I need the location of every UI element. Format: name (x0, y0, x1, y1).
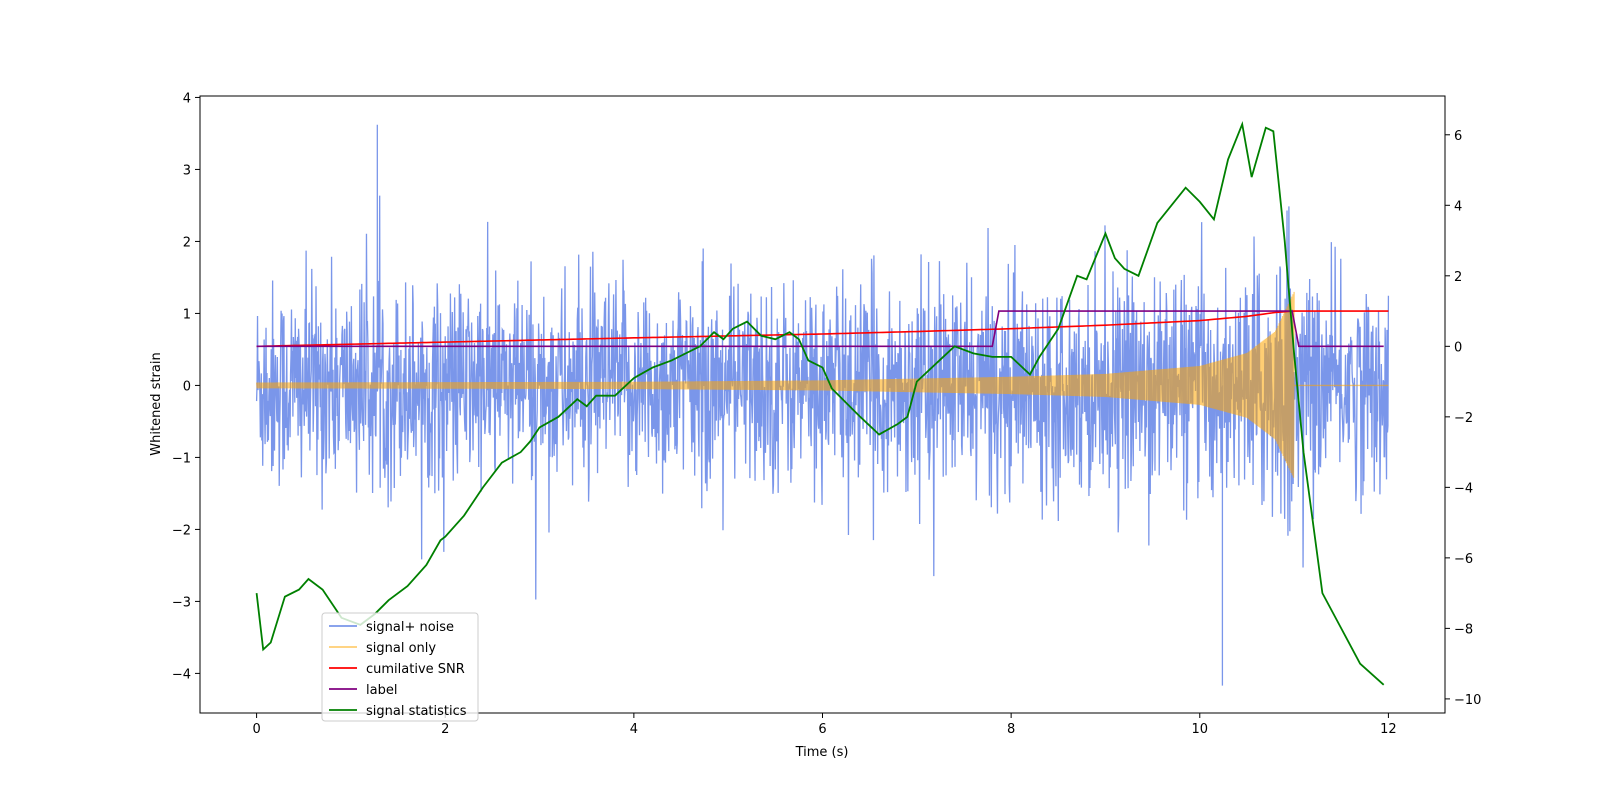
x-tick-label: 12 (1380, 722, 1397, 737)
y-tick-label: −4 (172, 667, 191, 682)
series-line-signal-statistics (255, 120, 1385, 686)
x-tick-label: 4 (630, 722, 638, 737)
y2-tick-label: −2 (1454, 411, 1473, 426)
series-line-signal-only (255, 291, 1295, 478)
y2-tick-label: −6 (1454, 552, 1473, 567)
x-tick-label: 10 (1191, 722, 1208, 737)
y-tick-label: 4 (183, 91, 191, 106)
series-line-signal-noise (255, 124, 1390, 686)
y-tick-label: 1 (183, 307, 191, 322)
series-line-label (256, 310, 1384, 348)
y2-tick-label: 4 (1454, 199, 1462, 214)
y-tick-label: 2 (183, 235, 191, 250)
y2-tick-label: −8 (1454, 622, 1473, 637)
x-axis-label: Time (s) (795, 745, 849, 760)
legend-box (321, 612, 479, 722)
y-tick-label: 0 (183, 379, 191, 394)
plot-area (255, 120, 1390, 686)
legend-label: label (366, 683, 397, 698)
legend-label: signal only (366, 641, 436, 656)
series-line-cumilative-snr (256, 310, 1389, 348)
y-tick-label: −2 (172, 523, 191, 538)
y-axis-label: Whitened strain (149, 352, 164, 455)
y2-tick-label: −4 (1454, 481, 1473, 496)
x-tick-label: 6 (818, 722, 826, 737)
y-axis-left: −4 −3 −2 −1 0 1 2 3 4 (172, 91, 200, 682)
y2-tick-label: 0 (1454, 340, 1462, 355)
y2-tick-label: −10 (1454, 693, 1481, 708)
y-tick-label: −1 (172, 451, 191, 466)
y2-tick-label: 6 (1454, 129, 1462, 144)
x-axis: 0 2 4 6 8 10 12 (252, 713, 1397, 737)
x-tick-label: 0 (252, 722, 260, 737)
y-tick-label: −3 (172, 595, 191, 610)
y-tick-label: 3 (183, 163, 191, 178)
legend: signal+ noise signal only cumilative SNR la… (321, 612, 479, 722)
legend-label: cumilative SNR (366, 662, 465, 677)
y2-tick-label: 2 (1454, 270, 1462, 285)
x-tick-label: 8 (1007, 722, 1015, 737)
legend-label: signal statistics (366, 704, 467, 719)
legend-label: signal+ noise (366, 620, 454, 635)
y-axis-right: −10 −8 −6 −4 −2 0 2 4 6 (1445, 129, 1481, 708)
x-tick-label: 2 (441, 722, 449, 737)
